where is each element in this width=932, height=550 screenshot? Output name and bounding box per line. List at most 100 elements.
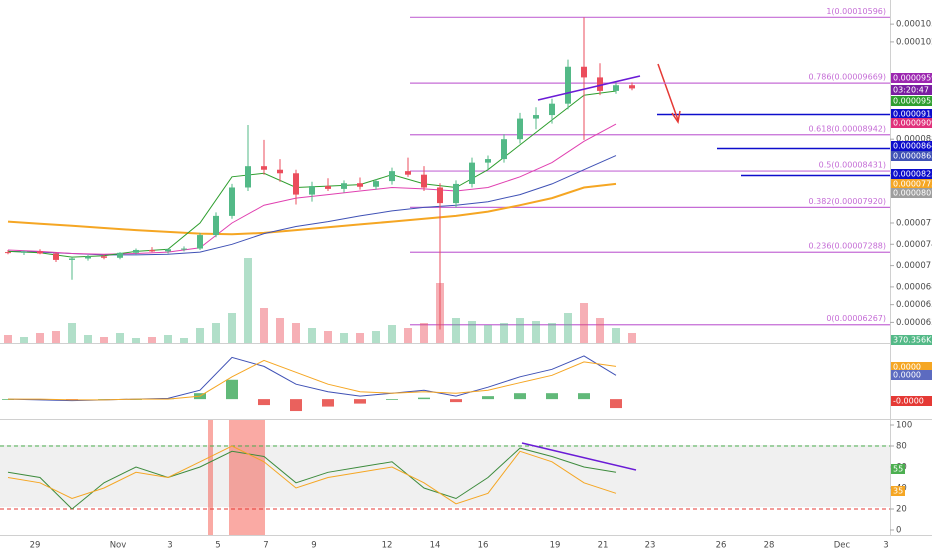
- price-badge-label: 0.00008649: [893, 142, 932, 151]
- y-tick-label: 0.00007700: [896, 218, 932, 228]
- x-tick-label: 16: [478, 541, 489, 550]
- volume-bar: [52, 331, 60, 343]
- candle-body: [245, 166, 251, 188]
- candle-body: [309, 186, 315, 195]
- candle-body: [613, 85, 619, 91]
- histogram-bar: [258, 399, 270, 406]
- candle-body: [229, 187, 235, 216]
- price-badge-label: 0.0000: [893, 363, 921, 372]
- value-badge-label: 35: [893, 487, 903, 496]
- fib-label: 0.5(0.00008431): [819, 161, 886, 170]
- volume-bar: [628, 333, 636, 343]
- histogram-bar: [290, 399, 302, 412]
- price-badge: [891, 179, 932, 189]
- x-tick-label: 3: [167, 541, 172, 550]
- price-badge-label: 0.00007751: [893, 180, 932, 189]
- x-tick-label: Dec: [834, 541, 851, 550]
- candle-body: [37, 251, 43, 254]
- candle-body: [437, 187, 443, 204]
- value-badge: [891, 464, 905, 474]
- price-badge: [891, 362, 932, 372]
- candle-body: [629, 85, 635, 89]
- volume-bar: [500, 323, 508, 343]
- histogram-bar: [322, 399, 334, 407]
- value-badge-label: 55: [893, 465, 903, 474]
- price-badge: [891, 73, 932, 83]
- x-tick-label: 12: [382, 541, 393, 550]
- volume-bar: [100, 337, 108, 343]
- y-tick-label: 0.00010250: [896, 37, 932, 47]
- oscillator-band: [0, 445, 890, 507]
- arrow: [657, 63, 679, 121]
- volume-bar: [468, 321, 476, 343]
- x-tick-label: 19: [550, 541, 561, 550]
- x-tick-label: Nov: [110, 541, 127, 550]
- histogram-bar: [450, 399, 462, 403]
- price-badge-label: 0.00009595: [893, 74, 932, 83]
- volume-bar: [148, 337, 156, 343]
- price-badge: [891, 141, 932, 151]
- volume-bar: [404, 328, 412, 343]
- histogram-bar: [418, 397, 430, 400]
- candle-body: [117, 252, 123, 258]
- price-badge: [891, 188, 932, 198]
- highlight-zone: [229, 420, 265, 535]
- price-badge-label: 370.356K: [893, 336, 932, 345]
- candle-body: [469, 162, 475, 184]
- volume-bar: [596, 318, 604, 343]
- candle-body: [101, 256, 107, 258]
- candle-body: [533, 115, 539, 119]
- y-tick-label: 0.00007400: [896, 240, 932, 250]
- candle-body: [165, 249, 171, 252]
- fib-label: 0.382(0.00007920): [809, 197, 887, 206]
- candle-body: [293, 173, 299, 195]
- volume-bar: [84, 335, 92, 343]
- volume-bar: [244, 258, 252, 343]
- candle-body: [565, 66, 571, 104]
- price-badge-label: 0.0000: [893, 371, 921, 380]
- volume-bar: [196, 328, 204, 343]
- price-badge-label: 03:20:47: [893, 86, 929, 95]
- volume-bar: [212, 323, 220, 343]
- histogram-bar: [546, 393, 558, 400]
- x-tick-label: 21: [598, 541, 609, 550]
- volume-bar: [228, 313, 236, 343]
- volume-bar: [20, 337, 28, 343]
- histogram-bar: [610, 399, 622, 409]
- oscillator-line: [7, 445, 617, 505]
- volume-bar: [68, 323, 76, 343]
- price-badge: [891, 370, 932, 380]
- candle-body: [21, 251, 27, 253]
- price-badge: [891, 335, 932, 345]
- trend-line: [537, 75, 641, 101]
- price-badge: [891, 151, 932, 161]
- candle-body: [421, 174, 427, 188]
- volume-bar: [484, 325, 492, 343]
- x-tick-label: 3: [883, 541, 888, 550]
- candle-body: [53, 253, 59, 260]
- histogram-bar: [482, 396, 494, 400]
- volume-bar: [356, 333, 364, 343]
- volume-bar: [612, 328, 620, 343]
- x-tick-label: 26: [716, 541, 727, 550]
- histogram-bar: [386, 399, 398, 400]
- candle-body: [501, 139, 507, 160]
- price-badge: [891, 169, 932, 179]
- volume-bar: [324, 331, 332, 343]
- candle-body: [197, 235, 203, 249]
- volume-bar: [36, 333, 44, 343]
- volume-bar: [580, 303, 588, 343]
- histogram-bar: [354, 399, 366, 404]
- histogram-bar: [226, 379, 238, 400]
- candle-body: [389, 171, 395, 182]
- candle-body: [453, 183, 459, 204]
- candle-body: [261, 166, 267, 170]
- candle-body: [517, 118, 523, 140]
- y-tick-label: 0.00006300: [896, 318, 932, 328]
- fib-label: 0.786(0.00009669): [809, 73, 887, 82]
- candle-body: [405, 171, 411, 175]
- volume-bar: [532, 321, 540, 343]
- volume-bar: [132, 338, 140, 343]
- candle-body: [597, 77, 603, 91]
- x-tick-label: 9: [311, 541, 316, 550]
